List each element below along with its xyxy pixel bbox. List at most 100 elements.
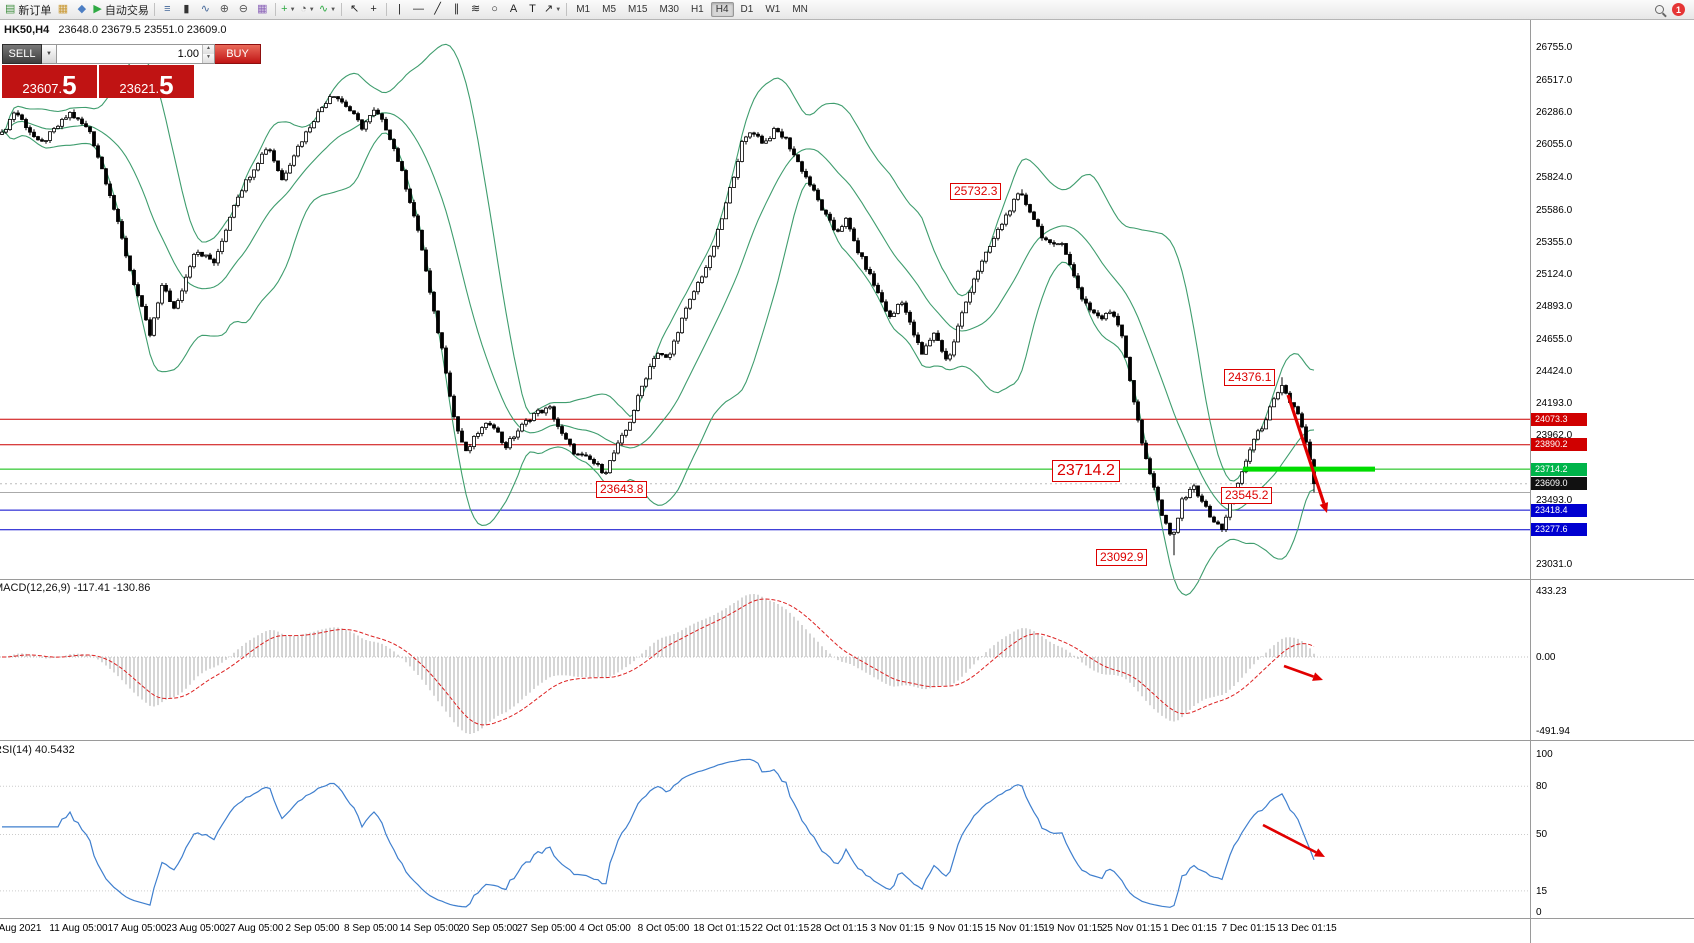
timeframe-button-m30[interactable]: M30 — [659, 4, 679, 15]
price-label-annotation[interactable]: 23714.2 — [1052, 460, 1120, 482]
text-icon: A — [509, 3, 518, 15]
sell-price-display[interactable]: 23607. 5 — [2, 65, 97, 98]
trendline-icon: ╱ — [434, 3, 441, 15]
candlestick-chart-button[interactable]: ▮ — [178, 1, 195, 18]
buy-price-main: 23621. — [119, 81, 160, 96]
volume-input[interactable] — [57, 45, 202, 63]
macd-axis-tick: -491.94 — [1536, 726, 1570, 737]
volume-down-icon[interactable]: ▼ — [203, 54, 214, 63]
time-axis-label: 15 Nov 01:15 — [984, 923, 1045, 934]
arrows-button[interactable]: ↗ ▼ — [543, 1, 562, 18]
price-label-annotation[interactable]: 25732.3 — [950, 183, 1002, 200]
buy-price-big-digit: 5 — [159, 70, 174, 100]
macd-label: MACD(12,26,9) -117.41 -130.86 — [0, 582, 151, 594]
text-label-button[interactable]: T — [524, 1, 541, 18]
algo-trading-button[interactable]: ▶ 自动交易 — [92, 1, 149, 18]
price-tag-23609.0: 23609.0 — [1531, 477, 1587, 491]
time-axis-label: 11 Aug 05:00 — [49, 923, 108, 934]
price-label-annotation[interactable]: 23643.8 — [596, 481, 648, 498]
trendline-button[interactable]: ╱ — [429, 1, 446, 18]
vertical-line-button[interactable]: | — [391, 1, 408, 18]
tile-windows-icon: ▦ — [257, 3, 268, 15]
cursor-button[interactable]: ↖ — [346, 1, 363, 18]
price-label-annotation[interactable]: 23545.2 — [1221, 487, 1273, 504]
buy-button[interactable]: BUY — [215, 44, 261, 64]
period-menu-dropdown-icon: ▼ — [308, 6, 315, 13]
tile-windows-button[interactable]: ▦ — [254, 1, 271, 18]
trend-arrows[interactable] — [1262, 394, 1329, 857]
price-axis-tick: 24893.0 — [1536, 300, 1573, 312]
zoom-in-icon: ⊕ — [219, 3, 229, 15]
equidistant-channel-button[interactable]: ∥ — [448, 1, 465, 18]
price-label-annotation[interactable]: 24376.1 — [1224, 369, 1276, 386]
chart-ohlc-values: 23648.0 23679.5 23551.0 23609.0 — [58, 24, 227, 36]
timeframe-button-h4[interactable]: H4 — [710, 2, 734, 17]
candlestick-chart-icon: ▮ — [183, 3, 190, 15]
timeframe-button-h1[interactable]: H1 — [690, 4, 704, 15]
cursor-icon: ↖ — [349, 3, 360, 15]
rsi-label: RSI(14) 40.5432 — [0, 744, 75, 756]
price-tag-24073.3: 24073.3 — [1531, 412, 1587, 426]
time-axis-label: 25 Nov 01:15 — [1101, 923, 1162, 934]
time-axis-label: 7 Dec 01:15 — [1221, 923, 1276, 934]
timeframe-button-m5[interactable]: M5 — [602, 4, 617, 15]
candlestick-series — [0, 94, 1316, 556]
search-icon[interactable] — [1655, 5, 1664, 14]
text-label-icon: T — [529, 3, 536, 15]
price-axis-tick: 26755.0 — [1536, 42, 1573, 54]
trend-arrow-head-2 — [1314, 848, 1325, 857]
trend-arrow-2[interactable] — [1262, 823, 1317, 854]
crosshair-button[interactable]: + — [365, 1, 382, 18]
zoom-in-button[interactable]: ⊕ — [216, 1, 233, 18]
price-label-annotation[interactable]: 23092.9 — [1096, 549, 1148, 566]
new-chart-button[interactable]: + ▼ — [280, 1, 297, 18]
time-axis-label: 3 Nov 01:15 — [870, 923, 925, 934]
horizontal-line-icon: ― — [413, 3, 425, 15]
time-axis-label: 27 Sep 05:00 — [516, 923, 577, 934]
trend-arrow-0[interactable] — [1286, 394, 1326, 505]
sell-button[interactable]: SELL — [2, 44, 42, 64]
time-axis-label: 13 Dec 01:15 — [1277, 923, 1337, 934]
timeframe-button-m15[interactable]: M15 — [628, 4, 648, 15]
timeframe-button-d1[interactable]: D1 — [740, 4, 754, 15]
macd-axis-tick: 433.23 — [1536, 586, 1567, 597]
horizontal-line-button[interactable]: ― — [410, 1, 427, 18]
volume-field: ▲ ▼ — [57, 44, 215, 64]
trend-arrow-1[interactable] — [1283, 664, 1315, 678]
fibonacci-button[interactable]: ≋ — [467, 1, 484, 18]
time-axis-label: 4 Oct 05:00 — [579, 923, 631, 934]
buy-price-display[interactable]: 23621. 5 — [99, 65, 194, 98]
notification-badge[interactable]: 1 — [1672, 3, 1685, 16]
shapes-button[interactable]: ○ — [486, 1, 503, 18]
text-button[interactable]: A — [505, 1, 522, 18]
volume-up-icon[interactable]: ▲ — [203, 45, 214, 54]
toolbar-items: ▤ 新订单 ▦ ◆ ▶ 自动交易 ≡ ▮ ∿ ⊕ ⊖ ▦ + ▼ ◔ ▼ ∿ ▼ ↖ + | ― ╱ ∥ ≋ ○ A T ↗ ▼ M1 M5 M… — [3, 1, 814, 18]
algo-trading-icon: ▶ — [93, 3, 102, 15]
price-axis-tick: 23031.0 — [1536, 558, 1573, 570]
arrows-icon: ↗ — [544, 3, 554, 15]
horizontal-level-lines[interactable] — [0, 418, 1530, 531]
charts-button[interactable]: ▦ — [54, 1, 71, 18]
price-axis-tick: 25124.0 — [1536, 268, 1573, 280]
period-menu-button[interactable]: ◔ ▼ — [299, 1, 316, 18]
time-axis-label: 20 Sep 05:00 — [458, 923, 518, 934]
price-axis-tick: 23962.0 — [1536, 429, 1573, 441]
rsi-axis-tick: 80 — [1536, 781, 1548, 792]
indicators-menu-button[interactable]: ∿ ▼ — [318, 1, 337, 18]
line-chart-button[interactable]: ∿ — [197, 1, 214, 18]
rsi-line — [2, 758, 1315, 908]
new-order-icon: ▤ — [5, 3, 16, 15]
macd-axis-tick: 0.00 — [1536, 652, 1556, 663]
timeframe-button-w1[interactable]: W1 — [765, 4, 781, 15]
panel-separator — [0, 579, 1694, 580]
metaeditor-button[interactable]: ◆ — [73, 1, 90, 18]
timeframe-button-m1[interactable]: M1 — [576, 4, 591, 15]
new-order-button[interactable]: ▤ 新订单 — [4, 1, 52, 18]
order-type-dropdown-icon[interactable]: ▼ — [42, 44, 57, 64]
price-axis-tick: 25586.0 — [1536, 204, 1573, 216]
bar-chart-button[interactable]: ≡ — [159, 1, 176, 18]
timeframe-button-mn[interactable]: MN — [792, 4, 808, 15]
zoom-out-button[interactable]: ⊖ — [235, 1, 252, 18]
